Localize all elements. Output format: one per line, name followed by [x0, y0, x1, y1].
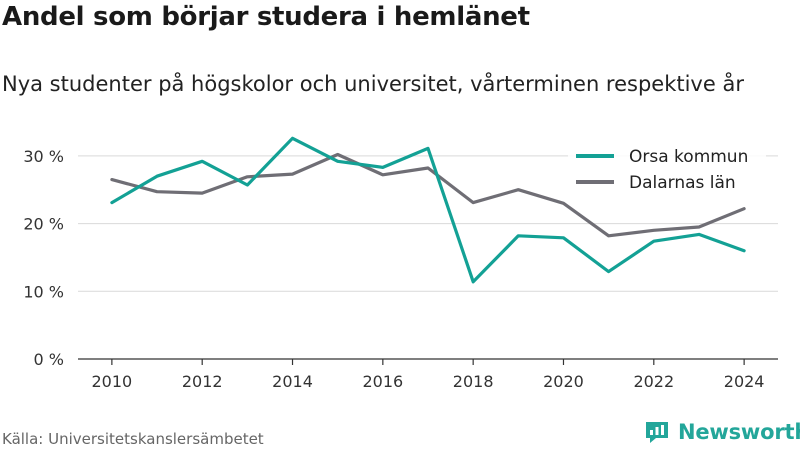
y-tick-label: 30 %	[23, 147, 64, 166]
x-tick-label: 2020	[543, 372, 584, 391]
y-tick-label: 20 %	[23, 215, 64, 234]
x-tick-label: 2024	[724, 372, 765, 391]
series-lines	[110, 136, 746, 284]
x-tick-label: 2018	[453, 372, 494, 391]
legend-label: Orsa kommun	[629, 147, 748, 167]
x-tick-label: 2010	[92, 372, 133, 391]
brand-name: Newsworthy	[678, 420, 800, 444]
legend-background	[568, 140, 766, 196]
newsworthy-icon	[646, 422, 668, 443]
newsworthy-logo[interactable]: Newsworthy	[644, 419, 800, 445]
source-note: Källa: Universitetskanslersämbetet	[2, 430, 264, 448]
chart-subtitle: Nya studenter på högskolor och universit…	[2, 72, 744, 96]
series-line-dalarnas-län	[110, 152, 746, 238]
legend-label: Dalarnas län	[629, 173, 736, 193]
legend: Orsa kommun Dalarnas län	[568, 140, 766, 196]
axes: 0 % 10 % 20 % 30 % 2010 2012 2014 2016 2018 2020 2…	[23, 147, 778, 391]
series-line-orsa-kommun	[110, 136, 746, 284]
x-tick-label: 2012	[182, 372, 223, 391]
chart-title: Andel som börjar studera i hemlänet	[2, 2, 530, 32]
x-tick-label: 2022	[633, 372, 674, 391]
x-tick-label: 2014	[272, 372, 313, 391]
y-tick-label: 0 %	[34, 350, 64, 369]
y-tick-label: 10 %	[23, 282, 64, 301]
x-tick-label: 2016	[362, 372, 403, 391]
